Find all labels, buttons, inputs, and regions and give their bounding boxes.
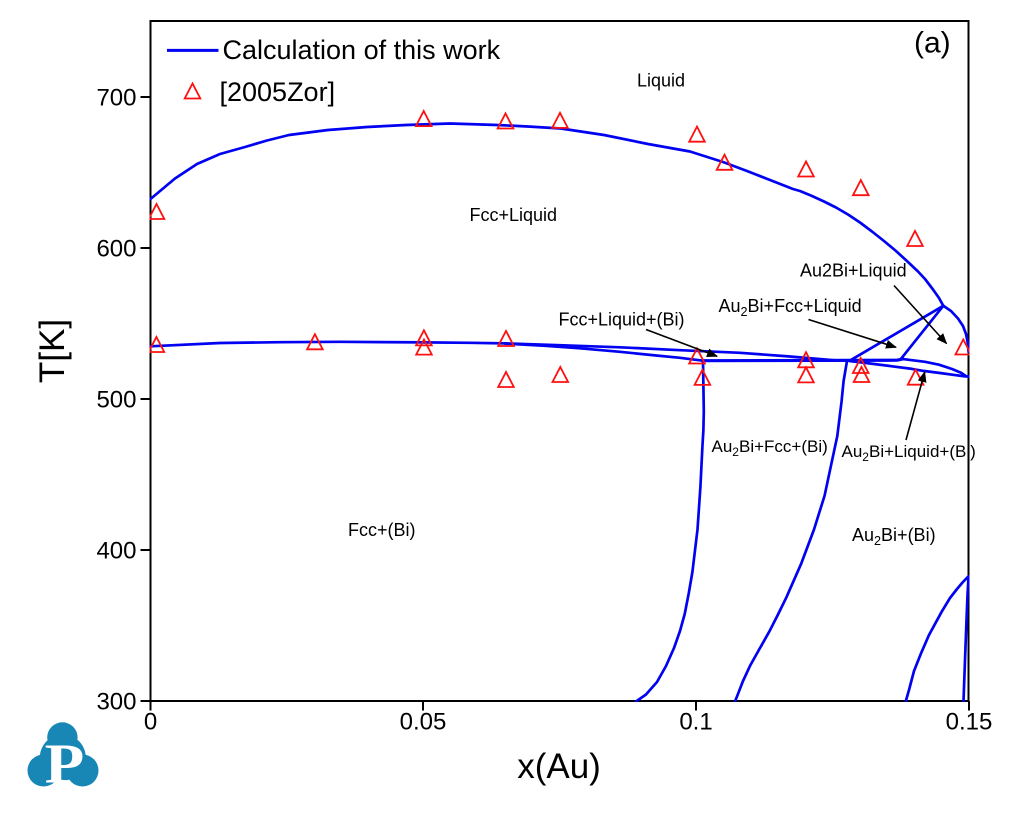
svg-text:0: 0 bbox=[144, 709, 157, 736]
svg-text:600: 600 bbox=[96, 236, 136, 263]
svg-text:500: 500 bbox=[96, 387, 136, 414]
svg-text:Au2Bi+Liquid+(Bi): Au2Bi+Liquid+(Bi) bbox=[842, 442, 976, 464]
svg-text:T[K]: T[K] bbox=[33, 319, 72, 383]
svg-text:(a): (a) bbox=[914, 27, 951, 60]
svg-text:0.1: 0.1 bbox=[679, 709, 712, 736]
svg-text:0.15: 0.15 bbox=[946, 709, 993, 736]
svg-text:0.05: 0.05 bbox=[400, 709, 447, 736]
svg-text:Fcc+Liquid: Fcc+Liquid bbox=[470, 205, 558, 225]
svg-text:700: 700 bbox=[96, 85, 136, 112]
svg-text:Au2Bi+Fcc+(Bi): Au2Bi+Fcc+(Bi) bbox=[712, 437, 828, 459]
svg-text:x(Au): x(Au) bbox=[517, 747, 601, 786]
svg-text:P: P bbox=[45, 734, 85, 796]
svg-text:Fcc+Liquid+(Bi): Fcc+Liquid+(Bi) bbox=[559, 309, 685, 329]
svg-text:Liquid: Liquid bbox=[637, 71, 685, 91]
svg-text:Au2Bi+Liquid: Au2Bi+Liquid bbox=[800, 261, 907, 281]
svg-text:Au2Bi+Fcc+Liquid: Au2Bi+Fcc+Liquid bbox=[719, 296, 862, 319]
svg-text:[2005Zor]: [2005Zor] bbox=[220, 77, 336, 107]
svg-text:300: 300 bbox=[96, 689, 136, 716]
svg-text:Calculation of this work: Calculation of this work bbox=[223, 35, 501, 65]
svg-text:Au2Bi+(Bi): Au2Bi+(Bi) bbox=[852, 525, 936, 548]
svg-text:400: 400 bbox=[96, 538, 136, 565]
svg-text:Fcc+(Bi): Fcc+(Bi) bbox=[348, 520, 416, 540]
